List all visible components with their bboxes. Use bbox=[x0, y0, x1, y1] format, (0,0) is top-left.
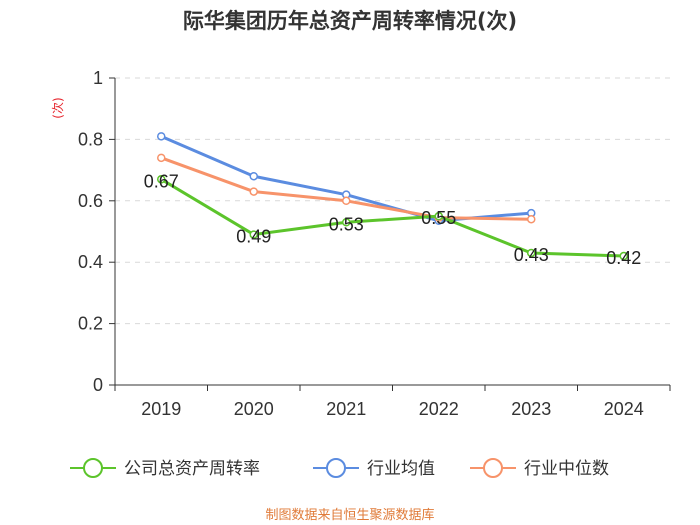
data-label: 0.55 bbox=[421, 208, 456, 228]
legend-marker-icon bbox=[326, 458, 346, 478]
data-label: 0.67 bbox=[144, 171, 179, 191]
y-tick-label: 0.8 bbox=[78, 129, 103, 149]
data-label-layer: 0.67 0.49 0.53 0.55 0.43 0.42 bbox=[144, 171, 642, 268]
series-layer bbox=[157, 132, 628, 261]
legend-label: 公司总资产周转率 bbox=[124, 459, 260, 479]
data-source-note: 制图数据来自恒生聚源数据库 bbox=[265, 507, 434, 523]
series-line bbox=[160, 156, 532, 221]
data-point bbox=[527, 214, 536, 224]
data-point bbox=[157, 153, 166, 163]
data-label: 0.49 bbox=[236, 227, 271, 247]
legend-marker-icon bbox=[483, 458, 503, 478]
data-point bbox=[157, 132, 166, 141]
legend-item[interactable]: 行业中位数 bbox=[470, 458, 609, 479]
data-point bbox=[342, 218, 351, 227]
grid-layer bbox=[115, 77, 670, 325]
data-label: 0.43 bbox=[514, 245, 549, 265]
legend-label: 行业中位数 bbox=[524, 459, 609, 479]
legend-item[interactable]: 行业均值 bbox=[313, 458, 435, 479]
x-tick-label: 2024 bbox=[604, 399, 644, 419]
data-point bbox=[342, 196, 351, 206]
x-tick-label: 2020 bbox=[234, 399, 274, 419]
y-axis-unit-label: (次) bbox=[51, 97, 65, 118]
chart-title: 际华集团历年总资产周转率情况(次) bbox=[183, 9, 517, 33]
series-line bbox=[160, 178, 624, 258]
data-point bbox=[527, 248, 536, 258]
legend: 公司总资产周转率 行业均值 行业中位数 bbox=[70, 458, 609, 479]
x-tick-label: 2021 bbox=[326, 399, 366, 419]
data-point bbox=[249, 187, 258, 196]
x-tick-label: 2022 bbox=[419, 399, 459, 419]
y-tick-label: 0.2 bbox=[78, 314, 103, 334]
data-label: 0.42 bbox=[606, 248, 641, 268]
legend-item[interactable]: 公司总资产周转率 bbox=[70, 458, 260, 479]
axis-layer: 0 0.2 0.4 0.6 0.8 1 2019 2020 2021 2022 2023 2024 bbox=[78, 68, 671, 419]
data-point bbox=[157, 175, 166, 184]
legend-marker-icon bbox=[83, 458, 103, 478]
data-point bbox=[249, 171, 258, 181]
y-tick-label: 0.6 bbox=[78, 191, 103, 211]
data-point bbox=[249, 230, 258, 239]
y-tick-label: 0 bbox=[93, 375, 103, 395]
data-point bbox=[434, 211, 443, 221]
data-label: 0.53 bbox=[329, 214, 364, 234]
x-tick-label: 2023 bbox=[511, 399, 551, 419]
x-tick-label: 2019 bbox=[141, 399, 181, 419]
legend-label: 行业均值 bbox=[367, 459, 435, 479]
data-point bbox=[619, 251, 628, 261]
y-tick-label: 0.4 bbox=[78, 252, 103, 272]
y-tick-label: 1 bbox=[93, 68, 103, 88]
